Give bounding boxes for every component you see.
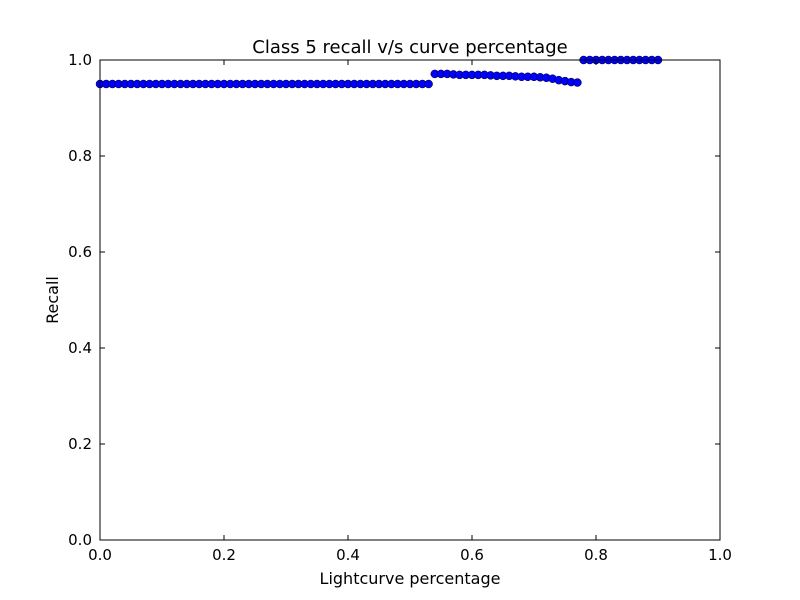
x-tick-label: 0.6 bbox=[460, 546, 484, 564]
chart-title: Class 5 recall v/s curve percentage bbox=[252, 37, 567, 58]
x-tick-label: 0.8 bbox=[584, 546, 608, 564]
data-point bbox=[424, 79, 433, 89]
x-tick-label: 0.0 bbox=[88, 546, 112, 564]
axis-ticks: 0.0 0.2 0.4 0.6 0.8 1.0 0.0 0.2 0.4 0.6 0.8 1.0 bbox=[68, 51, 732, 564]
data-points bbox=[95, 55, 663, 89]
y-tick-label: 1.0 bbox=[68, 51, 92, 69]
data-point bbox=[573, 78, 582, 87]
y-tick-label: 0.6 bbox=[68, 243, 92, 261]
y-tick-label: 0.2 bbox=[68, 435, 92, 453]
x-tick-label: 0.4 bbox=[336, 546, 360, 564]
y-tick-label: 0.4 bbox=[68, 339, 92, 357]
plot-frame bbox=[99, 59, 721, 541]
y-tick-label: 0.0 bbox=[68, 531, 92, 549]
x-axis-label: Lightcurve percentage bbox=[320, 569, 501, 588]
y-tick-label: 0.8 bbox=[68, 147, 92, 165]
x-tick-label: 1.0 bbox=[708, 546, 732, 564]
x-tick-label: 0.2 bbox=[212, 546, 236, 564]
y-axis-label: Recall bbox=[43, 276, 62, 324]
